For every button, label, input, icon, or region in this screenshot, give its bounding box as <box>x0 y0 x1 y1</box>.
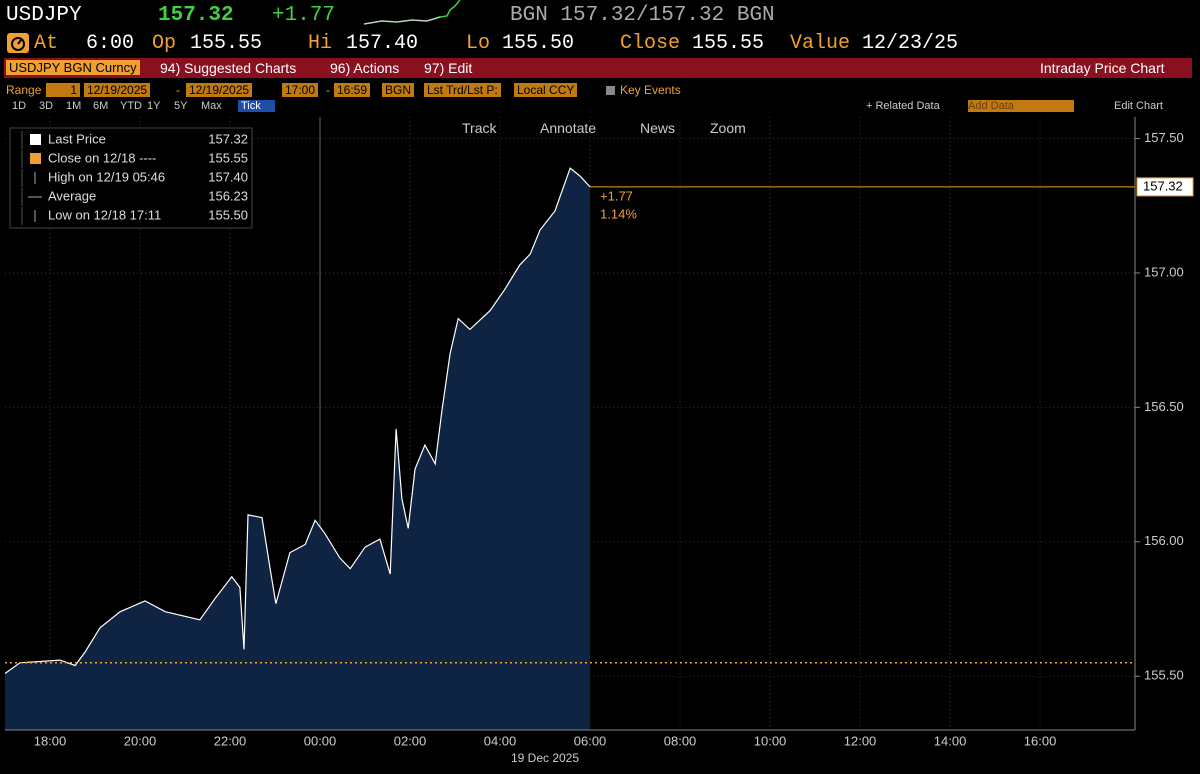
low-label: Lo <box>466 32 491 55</box>
period-button[interactable]: 6M <box>93 100 109 112</box>
legend-value: 155.55 <box>208 150 248 165</box>
annotation: 1.14% <box>600 206 637 221</box>
close-value: 155.55 <box>692 32 765 55</box>
y-tick-label: 156.50 <box>1144 399 1184 414</box>
legend-label: Average <box>48 188 96 203</box>
related-data[interactable]: + Related Data <box>866 100 940 112</box>
quote: BGN 157.32/157.32 BGN <box>510 4 775 27</box>
open-value: 155.55 <box>190 32 263 55</box>
time-sep: - <box>326 83 330 97</box>
start-time[interactable]: 17:00 <box>282 83 319 97</box>
y-tick-label: 157.50 <box>1144 130 1184 145</box>
currency[interactable]: Local CCY <box>514 83 578 97</box>
menu-item[interactable]: 96) Actions <box>330 60 400 76</box>
menu-bar: USDJPY BGN Curncy 94) Suggested Charts 9… <box>4 58 1192 78</box>
menu-item[interactable]: 94) Suggested Charts <box>160 60 297 76</box>
at-label: At <box>34 32 59 55</box>
open-label: Op <box>152 32 177 55</box>
price: 157.32 <box>158 4 234 27</box>
x-sublabel: 19 Dec 2025 <box>511 751 579 765</box>
x-tick-label: 04:00 <box>484 733 517 748</box>
chart-tool[interactable]: News <box>640 120 676 136</box>
period-button[interactable]: 1Y <box>147 100 161 112</box>
y-tick-label: 157.00 <box>1144 264 1184 279</box>
edit-chart[interactable]: Edit Chart <box>1114 100 1163 112</box>
chart-tool[interactable]: Track <box>462 120 497 136</box>
high-value: 157.40 <box>346 32 419 55</box>
legend-label: Close on 12/18 ---- <box>48 150 156 165</box>
legend-value: 156.23 <box>208 188 248 203</box>
legend-swatch <box>30 153 41 164</box>
y-tick-label: 156.00 <box>1144 533 1184 548</box>
last-price-label: 157.32 <box>1143 178 1183 193</box>
close-label: Close <box>620 32 681 55</box>
x-tick-label: 14:00 <box>934 733 967 748</box>
range-value[interactable]: 1 <box>46 83 80 97</box>
legend-label: Low on 12/18 17:11 <box>48 207 161 222</box>
chart-tool[interactable]: Annotate <box>540 120 597 136</box>
range-sep: - <box>176 83 180 97</box>
checkbox[interactable] <box>606 86 615 95</box>
value-label: Value <box>790 32 851 55</box>
x-tick-label: 08:00 <box>664 733 697 748</box>
change: +1.77 <box>272 4 336 27</box>
period-button[interactable]: 1D <box>12 100 27 112</box>
price-line <box>4 167 591 674</box>
value-date: 12/23/25 <box>862 32 959 55</box>
annotation: +1.77 <box>600 188 633 203</box>
y-tick-label: 155.50 <box>1144 668 1184 683</box>
period-button[interactable]: Max <box>201 100 222 112</box>
x-tick-label: 10:00 <box>754 733 787 748</box>
field[interactable]: Lst Trd/Lst P: <box>424 83 501 97</box>
chart-tool[interactable]: Zoom <box>710 120 746 136</box>
legend-value: 157.40 <box>208 169 248 184</box>
period-button[interactable]: Tick <box>238 100 275 112</box>
period-button[interactable]: 3D <box>39 100 54 112</box>
start-date[interactable]: 12/19/2025 <box>84 83 151 97</box>
x-tick-label: 00:00 <box>304 733 337 748</box>
last-price-box <box>1136 177 1194 197</box>
period-button[interactable]: 1M <box>66 100 82 112</box>
ticker: USDJPY <box>6 4 82 27</box>
end-date[interactable]: 12/19/2025 <box>186 83 253 97</box>
period-button[interactable]: YTD <box>120 100 142 112</box>
period-button[interactable]: 5Y <box>174 100 188 112</box>
x-tick-label: 22:00 <box>214 733 247 748</box>
x-tick-label: 06:00 <box>574 733 607 748</box>
legend-swatch <box>30 134 41 145</box>
legend-label: High on 12/19 05:46 <box>48 169 165 184</box>
x-tick-label: 12:00 <box>844 733 877 748</box>
end-time[interactable]: 16:59 <box>334 83 371 97</box>
x-tick-label: 20:00 <box>124 733 157 748</box>
menu-item[interactable]: 97) Edit <box>424 60 473 76</box>
x-tick-label: 16:00 <box>1024 733 1057 748</box>
legend-label: Last Price <box>48 131 106 146</box>
legend-box <box>9 127 253 229</box>
add-data[interactable]: Add Data <box>968 100 1074 112</box>
source[interactable]: BGN <box>382 83 415 97</box>
area <box>5 168 591 731</box>
clock-icon <box>7 33 29 53</box>
at-value: 6:00 <box>86 32 135 55</box>
x-tick-label: 18:00 <box>34 733 67 748</box>
sparkline <box>363 0 461 25</box>
key-events[interactable]: Key Events <box>620 83 681 97</box>
menu-title[interactable]: Intraday Price Chart <box>1040 60 1165 76</box>
x-tick-label: 02:00 <box>394 733 427 748</box>
high-label: Hi <box>308 32 333 55</box>
security[interactable]: USDJPY BGN Curncy <box>6 60 140 75</box>
low-value: 155.50 <box>502 32 575 55</box>
legend-value: 157.32 <box>208 131 248 146</box>
range-label: Range <box>6 83 42 97</box>
legend-value: 155.50 <box>208 207 248 222</box>
